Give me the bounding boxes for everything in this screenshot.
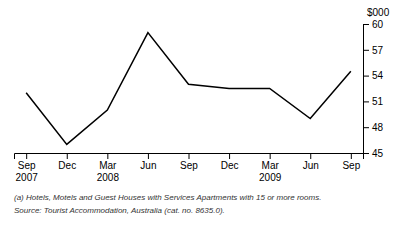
y-tick-label: 57 (372, 45, 384, 56)
y-tick: 54 (363, 70, 384, 81)
y-tick: 48 (363, 122, 384, 133)
x-tick: Mar2009 (259, 153, 282, 183)
x-tick-mark (310, 153, 311, 159)
y-tick-label: 54 (372, 70, 384, 81)
x-tick-label: Sep2007 (16, 160, 39, 183)
x-tick-label: Jun (303, 160, 319, 171)
chart: Sep2007DecMar2008JunSepDecMar2009JunSep4… (0, 0, 397, 227)
x-tick-mark (148, 153, 149, 159)
y-tick: 60 (363, 19, 384, 30)
x-axis-line (15, 154, 364, 160)
x-tick-mark (351, 153, 352, 159)
x-tick: Dec (221, 153, 239, 171)
x-tick-mark (229, 153, 230, 159)
x-tick-label: Dec (221, 160, 239, 171)
x-tick: Sep (342, 153, 360, 171)
x-tick-label: Sep (180, 160, 198, 171)
y-tick-mark (363, 76, 369, 77)
y-label: $000 (367, 7, 390, 18)
x-tick-mark (270, 153, 271, 159)
x-tick-label: Mar2008 (97, 160, 120, 183)
y-tick-mark (363, 127, 369, 128)
x-tick: Sep2007 (16, 153, 39, 183)
plot: Sep2007DecMar2008JunSepDecMar2009JunSep4… (15, 19, 384, 183)
x-tick: Jun (140, 153, 156, 171)
marks (26, 33, 351, 145)
x-tick-mark (189, 153, 190, 159)
footnote: (a) Hotels, Motels and Guest Houses with… (14, 193, 321, 202)
x-tick: Dec (58, 153, 76, 171)
y-tick-label: 48 (372, 122, 384, 133)
y-tick-mark (363, 24, 369, 25)
y-tick-label: 45 (372, 148, 384, 159)
x-tick-label: Dec (58, 160, 76, 171)
x-tick-label: Jun (140, 160, 156, 171)
x-tick-label: Sep (342, 160, 360, 171)
y-tick-mark (363, 153, 369, 154)
y-tick-mark (363, 101, 369, 102)
x-tick-label: Mar2009 (259, 160, 282, 183)
x-tick-mark (26, 153, 27, 159)
y-tick: 45 (363, 148, 384, 159)
y-tick: 57 (363, 45, 384, 56)
y-tick: 51 (363, 96, 384, 107)
y-axis: 45 48 51 54 57 60 (363, 19, 384, 159)
x-tick-mark (67, 153, 68, 159)
y-axis-line (364, 25, 370, 154)
x-tick: Jun (303, 153, 319, 171)
y-tick-label: 60 (372, 19, 384, 30)
x-tick-mark (107, 153, 108, 159)
line (26, 33, 351, 145)
y-tick-mark (363, 50, 369, 51)
y-tick-label: 51 (372, 96, 384, 107)
x-tick: Sep (180, 153, 198, 171)
x-axis: Sep2007 Dec Mar2008 Jun Sep Dec Mar2009 Jun Sep (15, 153, 364, 183)
footnote: Source: Tourist Accommodation, Australia… (14, 206, 225, 215)
x-tick: Mar2008 (97, 153, 120, 183)
